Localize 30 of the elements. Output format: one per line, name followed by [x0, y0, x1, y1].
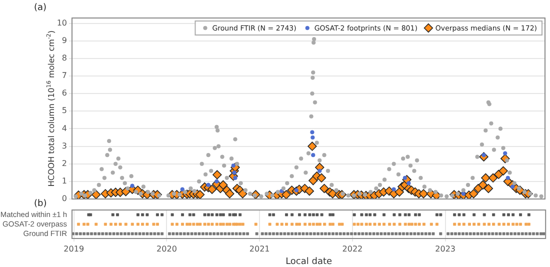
point	[392, 187, 396, 192]
point	[506, 176, 510, 180]
x-tick-label: 2023	[435, 244, 456, 254]
y-tick-label: 5	[62, 106, 67, 116]
y-tick-label: 4	[62, 124, 67, 133]
point	[311, 152, 316, 158]
chart-title: (a)	[34, 2, 47, 13]
x-tick-label: 2022	[342, 244, 363, 254]
y-tick-label: 2	[62, 158, 67, 168]
point	[180, 187, 184, 192]
y-tick-label: 6	[62, 88, 67, 98]
x-tick-label: 2021	[249, 244, 270, 254]
point	[310, 130, 314, 134]
point	[461, 192, 466, 196]
point	[310, 135, 315, 140]
point	[318, 168, 322, 173]
point	[130, 184, 134, 188]
y-tick-label: 9	[62, 36, 67, 45]
y-tick-label: 8	[62, 53, 67, 62]
x-tick-label: 2019	[64, 244, 84, 254]
x-tick-label: 2020	[156, 244, 177, 254]
y-tick-label: 3	[62, 141, 67, 150]
y-tick-label: 7	[62, 71, 67, 80]
x-axis-title: Local date	[286, 256, 332, 267]
chart-title: (b)	[34, 198, 47, 209]
point	[406, 181, 411, 186]
y-tick-label: 0	[62, 194, 67, 204]
y-tick-label: 1	[62, 176, 67, 186]
y-tick-label: 10	[56, 18, 67, 28]
point	[503, 151, 508, 156]
